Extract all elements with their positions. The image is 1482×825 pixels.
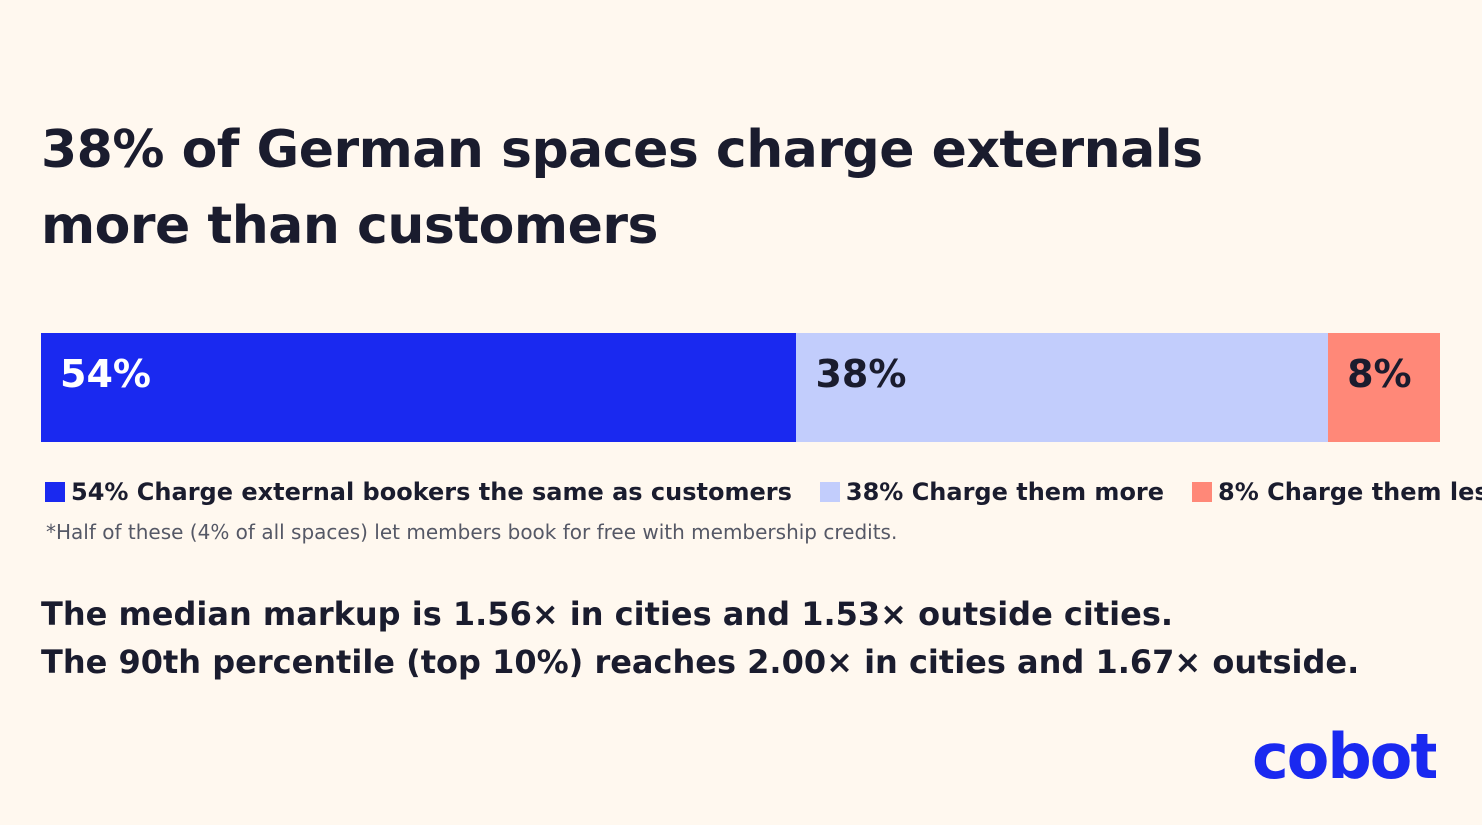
legend-swatch-less [1192, 482, 1213, 502]
cobot-logo: cobot [1252, 726, 1436, 786]
chart-title: 38% of German spaces charge externals mo… [41, 112, 1241, 264]
bar-segment-more-label: 38% [815, 352, 907, 396]
bar-segment-same-label: 54% [60, 352, 151, 396]
summary-line-percentile: The 90th percentile (top 10%) reaches 2.… [41, 643, 1360, 681]
stacked-bar: 54% 38% 8% [41, 333, 1440, 442]
legend-item-same: 54% Charge external bookers the same as … [45, 478, 792, 506]
legend-label-same: 54% Charge external bookers the same as … [71, 478, 792, 506]
summary-line-median: The median markup is 1.56× in cities and… [41, 595, 1174, 633]
bar-segment-less-label: 8% [1347, 352, 1412, 396]
footnote: *Half of these (4% of all spaces) let me… [46, 520, 898, 544]
chart-title-line-1: 38% of German spaces charge externals [41, 120, 1203, 180]
bar-segment-same: 54% [41, 333, 797, 442]
legend-swatch-more [819, 482, 840, 502]
cobot-logo-text: cobot [1252, 726, 1436, 786]
legend-item-more: 38% Charge them more [819, 478, 1165, 506]
summary: The median markup is 1.56× in cities and… [41, 590, 1359, 686]
legend-item-less: 8% Charge them less [1192, 478, 1482, 506]
legend-swatch-same [45, 482, 65, 502]
chart-title-line-2: more than customers [41, 196, 658, 256]
legend-label-more: 38% Charge them more [845, 478, 1165, 506]
legend: 54% Charge external bookers the same as … [45, 476, 1482, 508]
bar-segment-more: 38% [796, 333, 1329, 442]
legend-label-less: 8% Charge them less [1218, 478, 1482, 506]
bar-segment-less: 8% [1328, 333, 1440, 442]
